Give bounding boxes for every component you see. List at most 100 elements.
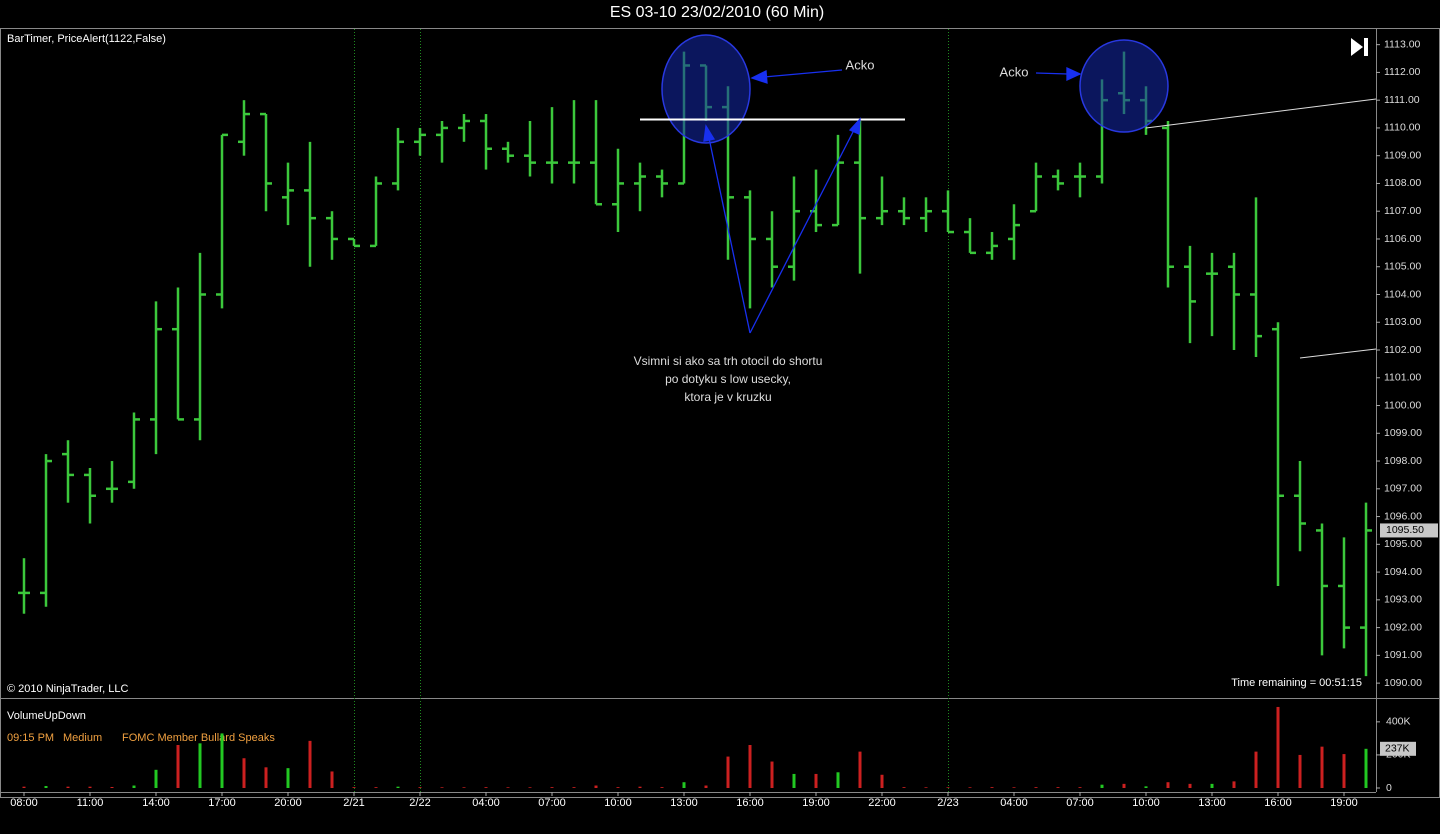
volume-bar <box>484 787 488 788</box>
x-tick-label: 04:00 <box>472 797 500 809</box>
volume-bar <box>440 787 444 788</box>
y-tick-label: 1101.00 <box>1384 372 1421 384</box>
y-tick-label: 1106.00 <box>1384 233 1421 245</box>
volume-bar <box>1144 786 1148 788</box>
x-tick-label: 20:00 <box>274 797 302 809</box>
arrow <box>708 137 751 334</box>
event-time: 09:15 PM <box>7 732 54 744</box>
arrow <box>749 129 855 334</box>
volume-bar <box>1232 781 1236 788</box>
volume-bar <box>836 772 840 788</box>
volume-bar <box>792 773 796 788</box>
x-tick-label: 17:00 <box>208 797 236 809</box>
x-tick-label: 13:00 <box>670 797 698 809</box>
x-tick-label: 10:00 <box>604 797 632 809</box>
drawings: Acko Acko Vsimni si ako sa trh otocil do… <box>634 34 1377 404</box>
volume-bar <box>1210 783 1214 788</box>
arrow-head <box>750 69 768 84</box>
circle <box>1079 39 1169 133</box>
y-tick-label: 1100.00 <box>1384 399 1421 411</box>
y-tick-label: 1102.00 <box>1384 344 1421 356</box>
volume-bar <box>286 768 290 788</box>
volume-bar <box>242 758 246 788</box>
volume-bar <box>110 787 114 788</box>
x-tick-label: 22:00 <box>868 797 896 809</box>
volume-bar <box>814 773 818 788</box>
volume-bar <box>1166 782 1170 788</box>
volume-bar <box>264 767 268 788</box>
volume-bar <box>396 786 400 788</box>
volume-bar <box>88 786 92 788</box>
volume-bar <box>880 774 884 788</box>
annotation: ktora je v kruzku <box>684 390 771 404</box>
annotation: Acko <box>846 57 875 72</box>
y-tick-label: 0 <box>1386 782 1392 794</box>
x-tick-label: 13:00 <box>1198 797 1226 809</box>
y-tick-label: 1093.00 <box>1384 594 1422 606</box>
volume-bar <box>308 740 312 788</box>
y-tick-label: 1099.00 <box>1384 427 1422 439</box>
y-tick-label: 1092.00 <box>1384 621 1422 633</box>
last-price-marker <box>1380 523 1438 538</box>
volume-bar <box>748 745 752 788</box>
last-volume-label: 237K <box>1385 743 1410 755</box>
play-icon[interactable] <box>1351 38 1363 56</box>
volume-bar <box>1078 787 1082 788</box>
arrow <box>1035 72 1069 75</box>
y-tick-label: 1096.00 <box>1384 510 1422 522</box>
annotation: po dotyku s low usecky, <box>665 372 791 386</box>
session-breaks <box>354 29 949 792</box>
volume-bar <box>1100 784 1104 788</box>
y-tick-label: 1105.00 <box>1384 261 1421 273</box>
y-tick-label: 1113.00 <box>1384 38 1421 50</box>
x-tick-label: 19:00 <box>802 797 830 809</box>
volume-bar <box>132 785 136 788</box>
y-tick-label: 1110.00 <box>1384 122 1421 134</box>
volume-title: VolumeUpDown <box>7 710 86 722</box>
volume-bar <box>1320 746 1324 788</box>
volume-bar <box>682 782 686 788</box>
volume-bar <box>968 787 972 788</box>
volume-bar <box>1276 706 1280 788</box>
y-tick-label: 1109.00 <box>1384 149 1421 161</box>
volume-bar <box>1056 787 1060 788</box>
volume-bar <box>1122 783 1126 788</box>
marks: 1090.00 1091.00 1092.00 1093.00 1094.00 1095.… <box>10 38 1438 809</box>
x-tick-label: 08:00 <box>10 797 38 809</box>
arrow-head <box>703 124 716 142</box>
x-tick-label: 07:00 <box>1066 797 1094 809</box>
x-tick-label: 16:00 <box>736 797 764 809</box>
volume-bar <box>176 745 180 788</box>
volume-bar <box>726 756 730 788</box>
volume-bar <box>1364 748 1368 788</box>
trend-line <box>1145 98 1377 129</box>
y-tick-label: 1090.00 <box>1384 677 1422 689</box>
volume-bar <box>770 761 774 788</box>
volume-bar <box>946 787 950 788</box>
volume-bar <box>220 733 224 788</box>
play-button[interactable] <box>1351 38 1368 56</box>
y-tick-label: 1104.00 <box>1384 288 1421 300</box>
x-tick-label: 14:00 <box>142 797 170 809</box>
play-icon[interactable] <box>1364 38 1368 56</box>
x-tick-label: 16:00 <box>1264 797 1292 809</box>
volume-bar <box>44 786 48 788</box>
copyright: © 2010 NinjaTrader, LLC <box>7 683 128 695</box>
y-tick-label: 1094.00 <box>1384 566 1422 578</box>
y-tick-label: 1107.00 <box>1384 205 1421 217</box>
annotation: Vsimni si ako sa trh otocil do shortu <box>634 354 823 368</box>
arrow-head <box>848 117 861 135</box>
circle <box>661 34 751 144</box>
x-tick-label: 19:00 <box>1330 797 1358 809</box>
annotation: Acko <box>1000 64 1029 79</box>
volume-bar <box>924 787 928 788</box>
last-price-label: 1095.50 <box>1386 524 1424 536</box>
arrow-head <box>1066 66 1082 82</box>
y-tick-label: 400K <box>1386 716 1411 728</box>
y-tick-label: 1097.00 <box>1384 483 1422 495</box>
chart-title: ES 03-10 23/02/2010 (60 Min) <box>610 4 824 21</box>
volume-bar <box>506 787 510 788</box>
volume-bar <box>1188 783 1192 788</box>
volume-bar <box>638 786 642 788</box>
